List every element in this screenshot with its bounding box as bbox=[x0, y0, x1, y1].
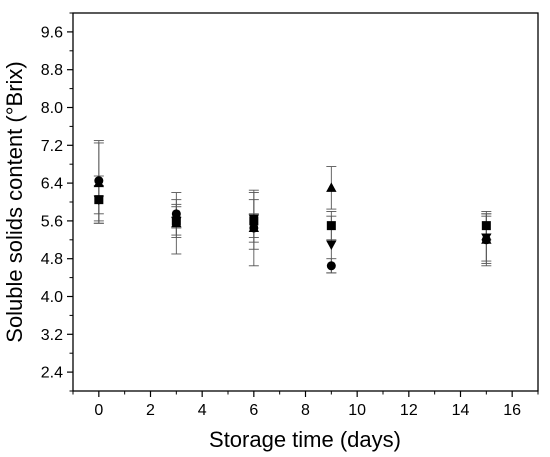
x-tick-label: 12 bbox=[400, 402, 418, 419]
x-tick-label: 6 bbox=[249, 402, 258, 419]
triangle-down-point bbox=[171, 216, 182, 227]
x-tick-label: 14 bbox=[452, 402, 470, 419]
y-tick-label: 4.0 bbox=[41, 289, 63, 306]
y-tick-label: 6.4 bbox=[41, 176, 63, 193]
triangle-down-point bbox=[248, 214, 260, 225]
y-tick-label: 9.6 bbox=[41, 24, 63, 41]
triangle-up-point bbox=[248, 222, 260, 232]
x-tick-label: 16 bbox=[503, 402, 521, 419]
y-tick-label: 3.2 bbox=[41, 327, 63, 344]
y-axis-title: Soluble solids content (°Brix) bbox=[2, 61, 27, 342]
triangle-down-point bbox=[93, 195, 105, 206]
tick-labels: 0 2 4 6 8 10 12 14 16 2.4 3.2 4.0 4.8 5.6 6.4 7.2 8.0 8.8… bbox=[41, 24, 521, 419]
square-point bbox=[326, 221, 336, 231]
triangle-up-point bbox=[326, 182, 337, 192]
y-tick-label: 2.4 bbox=[41, 365, 63, 382]
y-tick-label: 8.0 bbox=[41, 100, 63, 117]
y-tick-label: 7.2 bbox=[41, 138, 63, 155]
x-axis-title: Storage time (days) bbox=[209, 427, 401, 452]
circle-point bbox=[171, 209, 181, 219]
axis-ticks bbox=[67, 12, 539, 397]
circle-point bbox=[326, 261, 336, 271]
triangle-down-point bbox=[326, 240, 337, 251]
square-point bbox=[481, 221, 491, 231]
triangle-up-point bbox=[93, 177, 105, 188]
x-tick-label: 4 bbox=[198, 402, 207, 419]
x-tick-label: 0 bbox=[94, 402, 103, 419]
x-tick-label: 10 bbox=[348, 402, 366, 419]
y-tick-label: 4.8 bbox=[41, 251, 63, 268]
data-marks bbox=[93, 140, 492, 274]
x-tick-label: 2 bbox=[146, 402, 155, 419]
x-tick-label: 8 bbox=[301, 402, 310, 419]
y-tick-label: 5.6 bbox=[41, 213, 63, 230]
y-tick-label: 8.8 bbox=[41, 62, 63, 79]
triangle-down-point bbox=[481, 233, 492, 243]
